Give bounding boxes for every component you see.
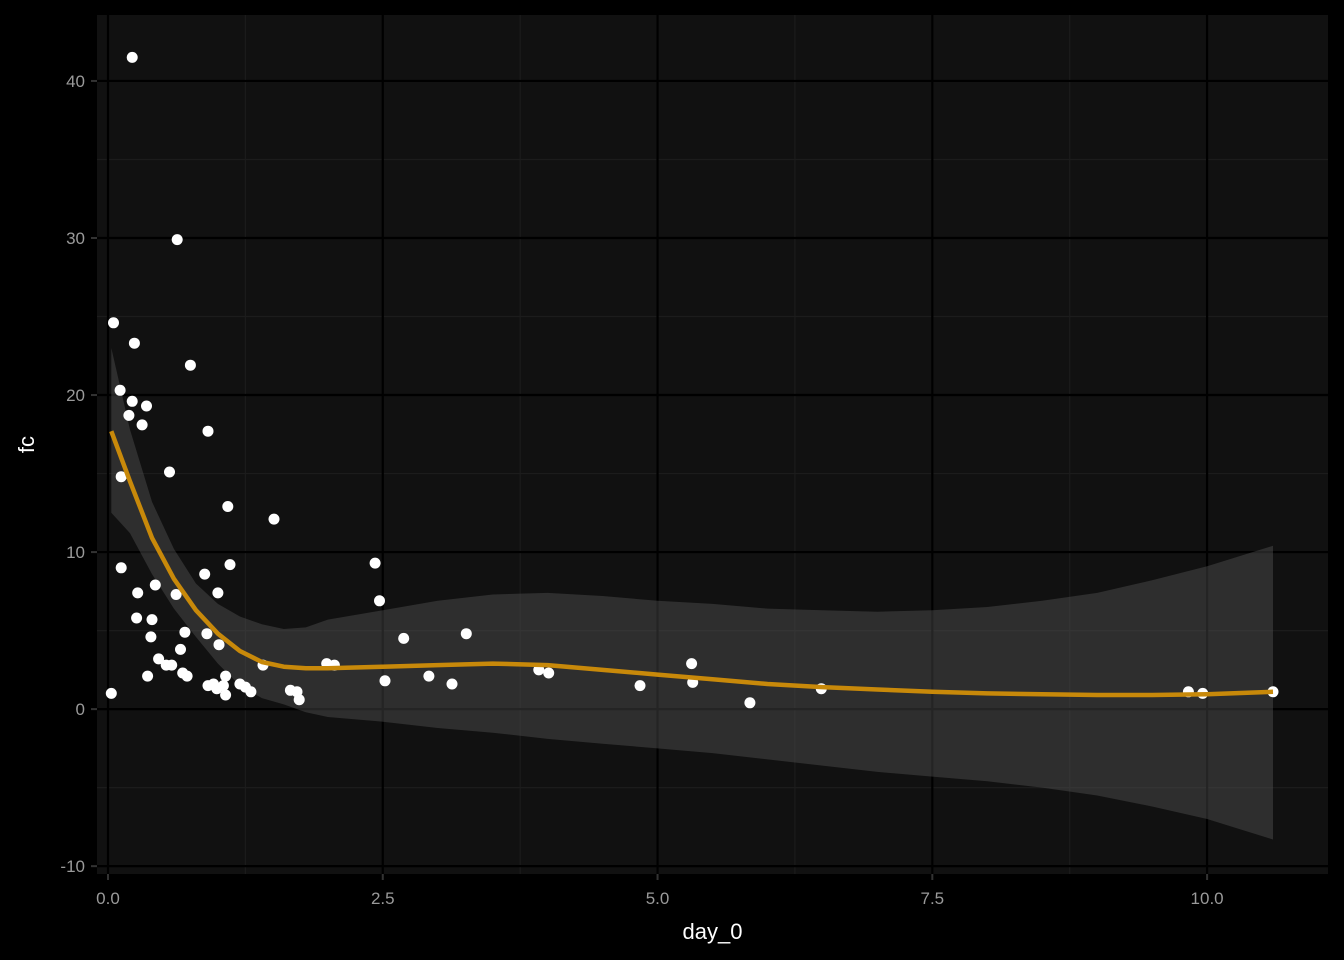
y-tick-label: 10 [66,543,85,562]
data-point [398,632,410,644]
data-point [423,670,435,682]
data-point [132,587,144,599]
x-axis: 0.0 2.5 5.0 7.5 10.0 [96,874,1224,908]
data-point [744,697,756,709]
data-point [166,659,178,671]
data-point [634,680,646,692]
smooth-line [109,430,1274,698]
data-point [181,670,193,682]
data-point [224,559,236,571]
x-tick-label: 0.0 [96,889,120,908]
data-point [141,400,152,412]
data-point [220,689,232,701]
y-tick-label: 30 [66,229,85,248]
data-point [131,612,143,624]
data-point [170,589,182,600]
data-point [126,51,138,63]
data-point [115,471,127,483]
data-point [374,595,385,607]
data-point [446,678,458,690]
data-point [202,425,214,437]
data-point [543,667,555,679]
data-point [136,419,148,431]
x-tick-label: 2.5 [371,889,395,908]
data-point [217,680,229,692]
data-point [115,562,127,574]
y-axis-title: fc [14,436,39,453]
data-point [222,501,234,512]
x-tick-label: 5.0 [646,889,670,908]
data-point [268,513,280,525]
y-tick-label: 0 [76,700,85,719]
y-axis: -10 0 10 20 30 40 [60,72,97,876]
data-point [171,234,183,246]
y-tick-label: 40 [66,72,85,91]
y-tick-label: 20 [66,386,85,405]
data-point [145,631,157,643]
data-point [220,670,232,682]
confidence-band [111,347,1273,840]
data-point [212,587,224,599]
data-point [164,466,175,478]
minor-grid [97,15,1328,874]
data-point [245,686,257,698]
x-axis-title: day_0 [683,919,743,944]
data-point [686,658,698,670]
data-point [460,628,472,640]
data-point [293,694,305,706]
data-point [108,317,119,329]
data-point [175,643,186,655]
data-point [128,337,140,349]
data-point [153,653,165,665]
data-point [213,639,225,651]
data-point [123,409,135,421]
data-point [184,359,196,371]
x-tick-label: 7.5 [921,889,945,908]
plot-panel [97,15,1328,874]
data-point [114,384,126,396]
data-point [149,579,161,591]
data-point [146,614,158,626]
data-point [126,395,138,407]
data-point [142,670,154,682]
data-point [199,568,211,580]
x-tick-label: 10.0 [1191,889,1224,908]
data-point [201,628,213,640]
data-point [369,557,381,569]
major-grid [97,15,1328,874]
data-point [379,675,391,687]
data-point [179,626,191,638]
y-tick-label: -10 [60,857,85,876]
data-point [105,687,117,699]
